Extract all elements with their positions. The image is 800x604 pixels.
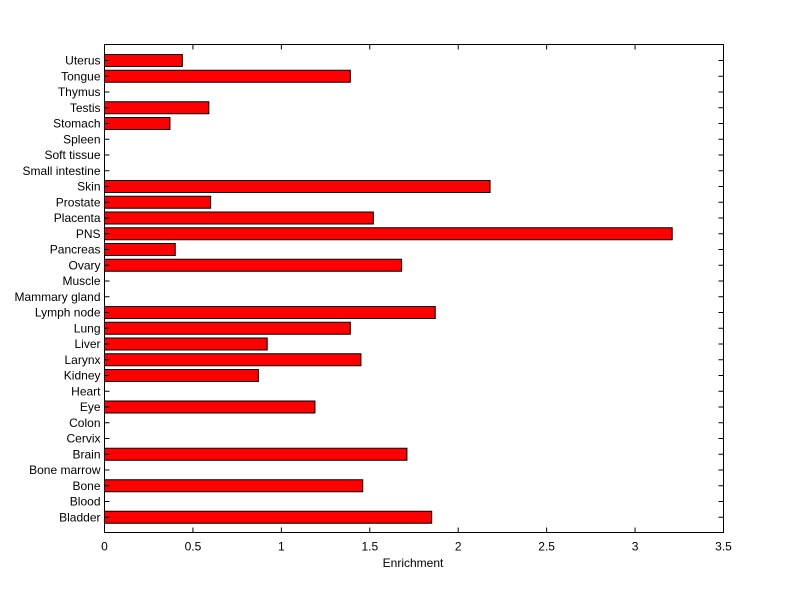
y-tick-label: Bladder [59,510,100,524]
y-tick-label: Prostate [56,195,101,209]
y-tick-label: Bone marrow [29,463,101,477]
x-axis-label: Enrichment [383,556,444,570]
x-tick-label: 3 [632,540,639,554]
bar-ovary [104,258,403,272]
y-tick-label: Cervix [66,432,100,446]
y-tick-label: Mammary gland [14,290,100,304]
bar-bone [104,479,364,493]
bar-skin [104,180,491,193]
y-tick-label: Brain [72,447,100,461]
bar-testis [104,101,210,115]
bar-kidney [104,369,259,382]
y-tick-label: Blood [70,495,101,509]
bar-larynx [104,353,362,367]
bar-bladder [104,510,433,524]
y-tick-label: Skin [77,180,100,194]
bar-eye [104,400,316,414]
bar-brain [104,447,408,461]
x-tick-label: 2 [455,540,462,554]
y-tick-label: Larynx [64,353,100,367]
bar-lung [104,321,351,335]
y-tick-label: Liver [74,337,100,351]
y-tick-label: Placenta [54,211,101,225]
x-tick-label: 1 [278,540,285,554]
y-tick-label: Spleen [63,132,100,146]
x-ticks-group: 0 0.5 1 1.5 2 2.5 3 3.5 [101,44,732,554]
y-tick-label: Tongue [61,69,101,83]
bar-liver [104,337,268,351]
y-tick-label: Bone [72,479,100,493]
y-tick-label: Kidney [64,369,101,383]
bar-uterus [104,54,183,67]
x-tick-label: 2.5 [538,540,555,554]
axes-box [104,44,724,533]
y-tick-label: Lymph node [35,306,101,320]
y-tick-label: Soft tissue [44,148,100,162]
y-tick-label: Stomach [53,117,100,131]
bar-pancreas [104,243,176,256]
y-tick-label: Testis [70,101,101,115]
y-tick-label: Thymus [58,85,101,99]
x-tick-label: 3.5 [715,540,732,554]
bar-placenta [104,211,374,225]
y-tick-label: Lung [74,321,101,335]
y-tick-label: Heart [71,384,101,398]
y-tick-label: Small intestine [22,164,100,178]
x-tick-label: 0.5 [185,540,202,554]
y-tick-label: Muscle [62,274,100,288]
y-tick-label: PNS [76,227,101,241]
bar-lymph-node [104,306,436,319]
y-tick-label: Pancreas [50,243,101,257]
bar-prostate [104,195,212,209]
bar-stomach [104,117,171,130]
x-tick-label: 1.5 [361,540,378,554]
y-tick-label: Ovary [68,258,100,272]
bar-pns [104,227,673,241]
x-tick-label: 0 [101,540,108,554]
y-tick-label: Colon [69,416,100,430]
bars-group [104,54,673,524]
y-tick-label: Uterus [65,54,100,68]
y-tick-label: Eye [80,400,101,414]
bar-tongue [104,69,351,83]
